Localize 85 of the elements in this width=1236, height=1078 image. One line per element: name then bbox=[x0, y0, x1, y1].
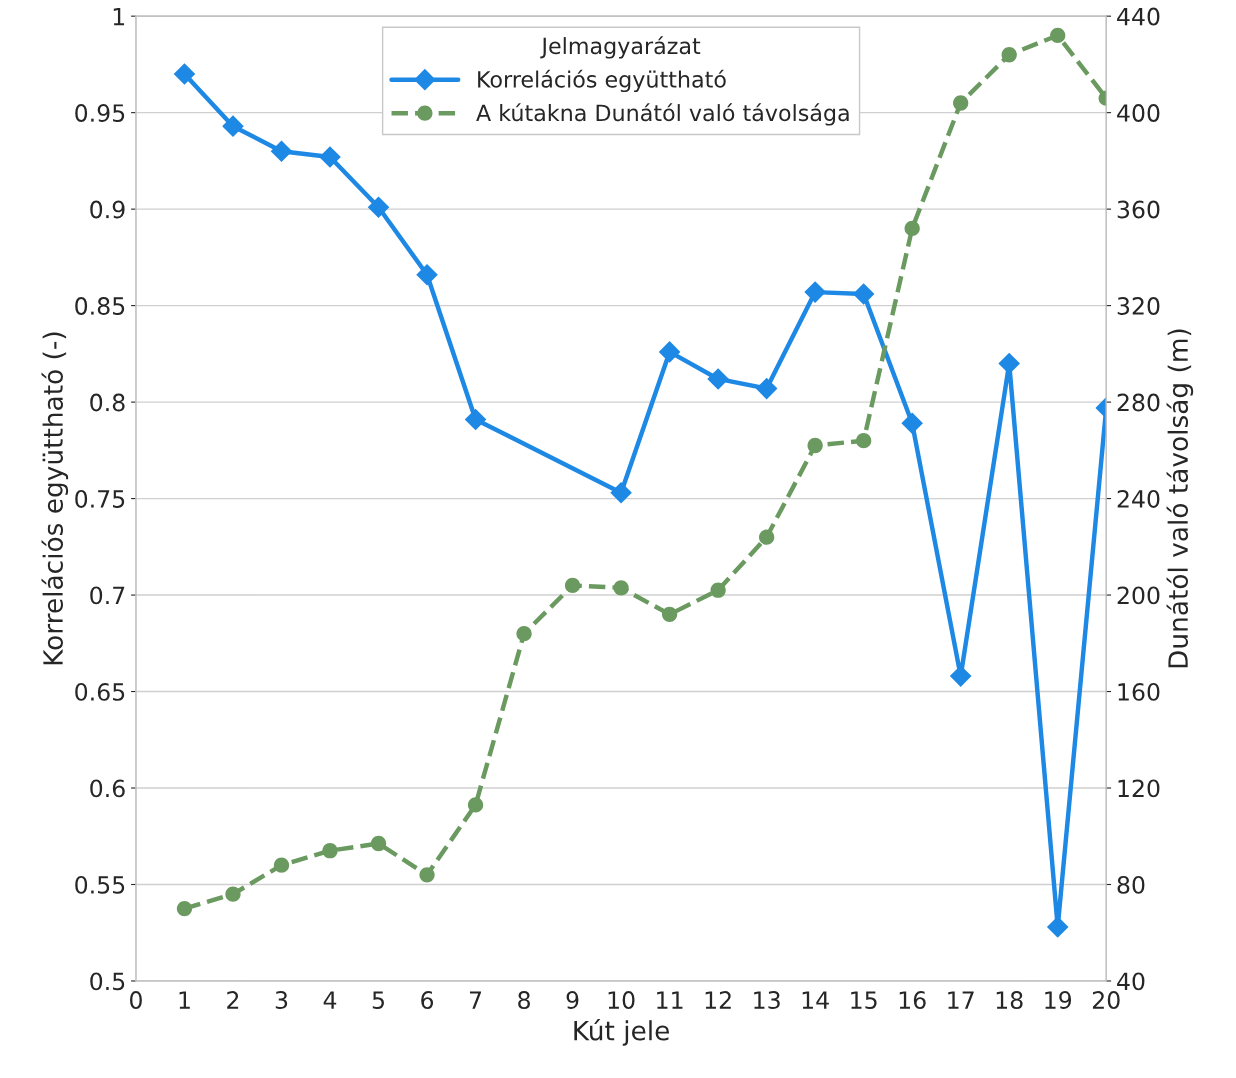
point bbox=[419, 867, 435, 883]
x-tick-label: 5 bbox=[372, 991, 384, 1009]
x-tick-label: 20 bbox=[1092, 991, 1120, 1009]
point bbox=[613, 580, 629, 596]
point bbox=[856, 433, 872, 449]
point bbox=[807, 437, 823, 454]
point bbox=[852, 283, 875, 305]
y-tick-label: 0.55 bbox=[75, 875, 125, 894]
x-tick-label: 3 bbox=[275, 991, 288, 1009]
point bbox=[416, 263, 438, 286]
x-tick-label: 8 bbox=[518, 991, 530, 1009]
x-tick-label: 15 bbox=[851, 991, 877, 1009]
point bbox=[1001, 47, 1017, 63]
point bbox=[367, 196, 390, 219]
y2-tick-label: 320 bbox=[1117, 297, 1160, 315]
x-tick-label: 11 bbox=[657, 991, 683, 1009]
y2-tick-label: 160 bbox=[1118, 682, 1160, 701]
y2-tick-label: 240 bbox=[1117, 490, 1160, 508]
x-tick-label: 19 bbox=[1045, 991, 1072, 1009]
y-tick-label: 0.6 bbox=[90, 779, 125, 798]
y-tick-label: 0.95 bbox=[75, 104, 125, 122]
x-tick-label: 4 bbox=[323, 991, 337, 1009]
y2-tick-label: 40 bbox=[1117, 972, 1145, 991]
y-tick-label: 0.7 bbox=[90, 586, 125, 605]
y-tick-label: 0.8 bbox=[90, 393, 125, 412]
point bbox=[225, 886, 241, 902]
x-tick-label: 14 bbox=[802, 991, 829, 1009]
x-tick-label: 0 bbox=[130, 991, 142, 1009]
point bbox=[949, 665, 972, 687]
x-axis-title: Kút jele bbox=[574, 1019, 669, 1046]
point bbox=[610, 481, 632, 504]
legend-title: Jelmagyarázat bbox=[540, 36, 701, 59]
point bbox=[370, 835, 387, 852]
y2-tick-label: 120 bbox=[1118, 779, 1160, 798]
point bbox=[464, 408, 487, 431]
y2-axis-title: Dunától való távolság (m) bbox=[1166, 329, 1194, 668]
legend-label: Korrelációs együttható bbox=[478, 69, 726, 93]
y2-tick-label: 80 bbox=[1117, 875, 1145, 894]
y-tick-label: 0.5 bbox=[90, 972, 125, 991]
x-tick-label: 16 bbox=[899, 991, 926, 1009]
point bbox=[707, 368, 729, 390]
x-tick-label: 6 bbox=[421, 991, 434, 1009]
x-tick-label: 10 bbox=[608, 991, 635, 1009]
y2-tick-label: 440 bbox=[1117, 7, 1160, 26]
point bbox=[755, 377, 778, 400]
point bbox=[467, 797, 484, 813]
point bbox=[322, 843, 338, 859]
point bbox=[658, 341, 681, 363]
y2-tick-label: 400 bbox=[1117, 104, 1160, 122]
x-tick-label: 1 bbox=[179, 991, 190, 1009]
y-axis-title: Korrelációs együttható (-) bbox=[41, 332, 69, 665]
point bbox=[173, 63, 196, 85]
point bbox=[1050, 27, 1066, 44]
point bbox=[758, 529, 775, 545]
y2-tick-label: 360 bbox=[1117, 200, 1160, 219]
point bbox=[953, 95, 969, 111]
point bbox=[1046, 916, 1069, 938]
point bbox=[998, 352, 1020, 375]
x-tick-label: 12 bbox=[705, 991, 731, 1009]
y-tick-label: 0.9 bbox=[90, 200, 125, 219]
y2-tick-label: 200 bbox=[1117, 586, 1160, 605]
y-tick-label: 0.85 bbox=[75, 297, 125, 315]
point bbox=[176, 900, 193, 917]
point bbox=[319, 146, 341, 168]
x-tick-label: 9 bbox=[566, 991, 579, 1009]
x-tick-label: 18 bbox=[996, 991, 1023, 1009]
x-tick-label: 2 bbox=[227, 991, 239, 1009]
point bbox=[222, 115, 244, 137]
y-tick-label: 0.75 bbox=[75, 490, 125, 508]
point bbox=[901, 412, 923, 435]
x-tick-label: 13 bbox=[754, 991, 780, 1009]
point bbox=[270, 140, 293, 163]
x-tick-label: 7 bbox=[469, 991, 482, 1009]
point bbox=[273, 857, 290, 873]
point bbox=[564, 577, 581, 594]
point bbox=[710, 582, 726, 598]
y2-tick-label: 280 bbox=[1117, 393, 1160, 412]
point bbox=[661, 606, 678, 622]
point bbox=[516, 626, 532, 642]
point bbox=[904, 220, 920, 237]
x-tick-label: 17 bbox=[948, 991, 974, 1009]
y-tick-label: 0.65 bbox=[75, 682, 125, 701]
point bbox=[804, 281, 826, 303]
legend-label: A kútakna Dunától való távolsága bbox=[476, 103, 849, 126]
y-tick-label: 1 bbox=[113, 7, 125, 26]
